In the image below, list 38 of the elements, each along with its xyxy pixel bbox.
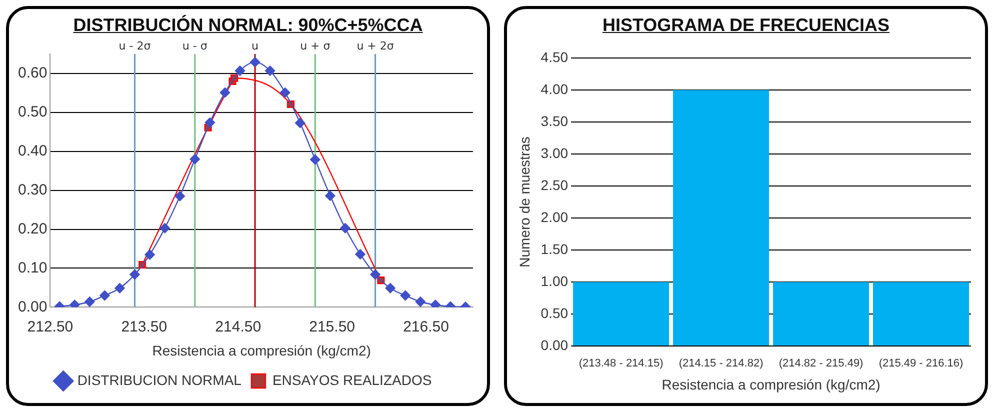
y-tick-label: 0.00 [540,336,568,353]
ref-line-label: u - σ [182,39,208,52]
x-tick-label: 214.50 [215,318,262,336]
y-tick-label: 1.50 [540,240,568,257]
y-tick-label: 0.60 [18,64,48,82]
y-tick-label: 0.30 [18,181,48,198]
legend-label: ENSAYOS REALIZADOS [272,372,432,388]
y-tick-label: 4.50 [540,48,568,65]
x-tick-label: (215.49 - 216.16) [878,358,964,370]
y-tick-label: 2.50 [540,176,568,193]
x-tick-label: (214.82 - 215.49) [778,358,864,370]
x-tick-label: (214.15 - 214.82) [678,358,764,370]
ref-line-label: u [252,39,259,52]
x-tick-label: (213.48 - 214.15) [578,358,664,370]
x-axis-title: Resistencia a compresión (kg/cm2) [152,342,371,358]
legend-label: DISTRIBUCION NORMAL [77,372,242,388]
x-tick-label: 215.50 [309,318,356,336]
y-tick-label: 4.00 [540,80,568,97]
y-tick-label: 0.00 [18,298,48,316]
x-tick-label: 216.50 [403,318,449,336]
chart-title: DISTRIBUCIÓN NORMAL: 90%C+5%CCA [72,15,424,36]
y-tick-label: 0.10 [18,259,48,276]
chart-title: HISTOGRAMA DE FRECUENCIAS [601,15,890,36]
y-tick-label: 0.50 [540,304,568,321]
y-axis-title: Numero de muestras [516,136,532,268]
y-tick-label: 0.20 [18,220,48,238]
y-tick-label: 1.00 [540,272,568,289]
ref-line-label: u - 2σ [118,39,151,52]
y-tick-label: 0.50 [18,104,48,121]
ref-line-label: u + σ [300,39,330,52]
y-tick-label: 2.00 [540,208,568,225]
y-tick-label: 0.40 [18,142,48,160]
x-axis-title: Resistencia a compresión (kg/cm2) [662,376,880,392]
y-tick-label: 3.50 [540,112,568,129]
x-tick-label: 212.50 [27,318,74,336]
x-tick-label: 213.50 [121,318,168,336]
ref-line-label: u + 2σ [356,39,394,52]
y-tick-label: 3.00 [540,144,568,161]
